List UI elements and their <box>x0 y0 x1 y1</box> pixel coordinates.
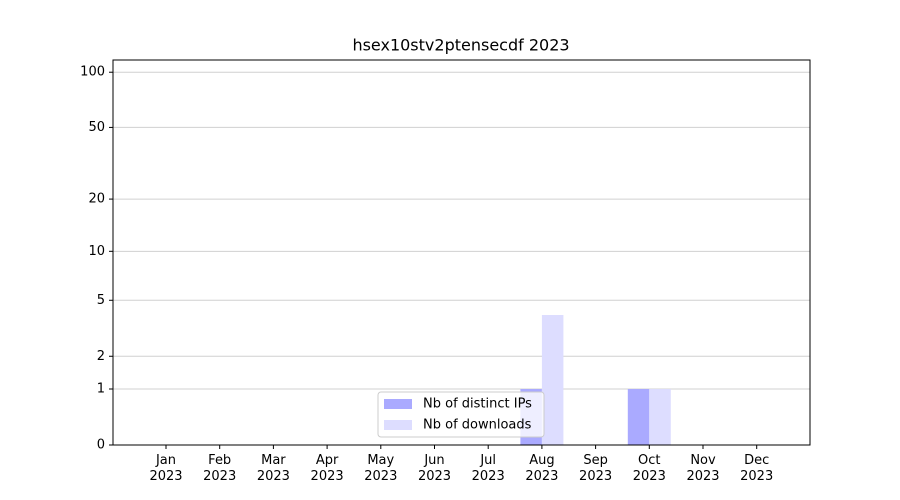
x-tick-label: Jan 2023 <box>149 453 183 484</box>
x-tick-label: Apr 2023 <box>310 453 344 484</box>
x-tick-label: Oct 2023 <box>632 453 666 484</box>
chart-title: hsex10stv2ptensecdf 2023 <box>352 36 569 55</box>
y-tick-label: 10 <box>88 244 105 259</box>
y-tick-label: 20 <box>88 192 105 207</box>
y-tick-label: 2 <box>97 349 105 364</box>
y-tick-label: 50 <box>88 120 105 135</box>
bar <box>541 315 564 445</box>
legend-box <box>377 391 545 438</box>
y-tick-label: 5 <box>97 293 105 308</box>
x-tick-label: Mar 2023 <box>256 453 290 484</box>
x-tick-label: Feb 2023 <box>203 453 237 484</box>
plot-frame <box>112 59 811 446</box>
y-tick-label: 0 <box>97 438 105 453</box>
x-tick-label: Jul 2023 <box>471 453 505 484</box>
bar <box>627 389 650 445</box>
x-tick-label: Aug 2023 <box>525 453 559 484</box>
x-tick-label: Sep 2023 <box>579 453 613 484</box>
x-tick-label: Nov 2023 <box>686 453 720 484</box>
y-tick-label: 100 <box>80 65 105 80</box>
x-tick-label: Jun 2023 <box>417 453 452 484</box>
legend-label: Nb of downloads <box>423 418 532 433</box>
legend-swatch <box>384 399 412 409</box>
x-tick-label: Dec 2023 <box>740 453 774 484</box>
legend-swatch <box>384 420 412 430</box>
legend-label: Nb of distinct IPs <box>423 397 532 412</box>
y-tick-label: 1 <box>97 382 105 397</box>
bar <box>649 389 671 445</box>
x-tick-label: May 2023 <box>364 453 398 484</box>
